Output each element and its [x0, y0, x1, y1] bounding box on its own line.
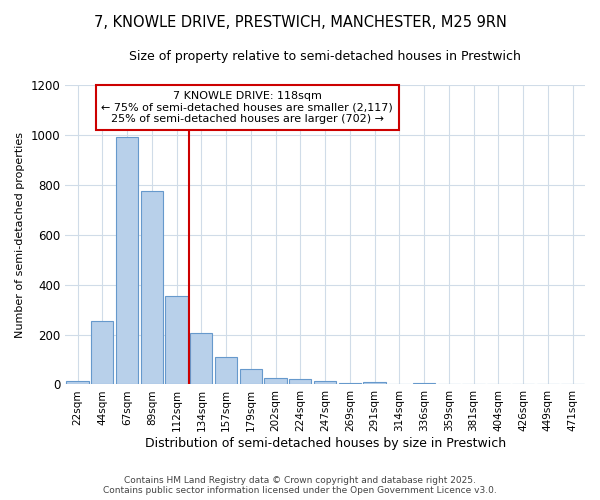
- Y-axis label: Number of semi-detached properties: Number of semi-detached properties: [15, 132, 25, 338]
- Bar: [364, 382, 386, 384]
- Bar: [190, 334, 212, 384]
- Bar: [338, 383, 361, 384]
- Text: 7, KNOWLE DRIVE, PRESTWICH, MANCHESTER, M25 9RN: 7, KNOWLE DRIVE, PRESTWICH, MANCHESTER, …: [94, 15, 506, 30]
- Bar: [239, 370, 262, 384]
- Bar: [265, 378, 287, 384]
- Title: Size of property relative to semi-detached houses in Prestwich: Size of property relative to semi-detach…: [129, 50, 521, 63]
- Bar: [413, 383, 435, 384]
- Bar: [67, 380, 89, 384]
- Text: Contains HM Land Registry data © Crown copyright and database right 2025.
Contai: Contains HM Land Registry data © Crown c…: [103, 476, 497, 495]
- Bar: [314, 380, 336, 384]
- X-axis label: Distribution of semi-detached houses by size in Prestwich: Distribution of semi-detached houses by …: [145, 437, 506, 450]
- Text: 7 KNOWLE DRIVE: 118sqm
← 75% of semi-detached houses are smaller (2,117)
25% of : 7 KNOWLE DRIVE: 118sqm ← 75% of semi-det…: [101, 91, 393, 124]
- Bar: [140, 191, 163, 384]
- Bar: [91, 321, 113, 384]
- Bar: [215, 357, 237, 384]
- Bar: [116, 138, 138, 384]
- Bar: [166, 296, 188, 384]
- Bar: [289, 380, 311, 384]
